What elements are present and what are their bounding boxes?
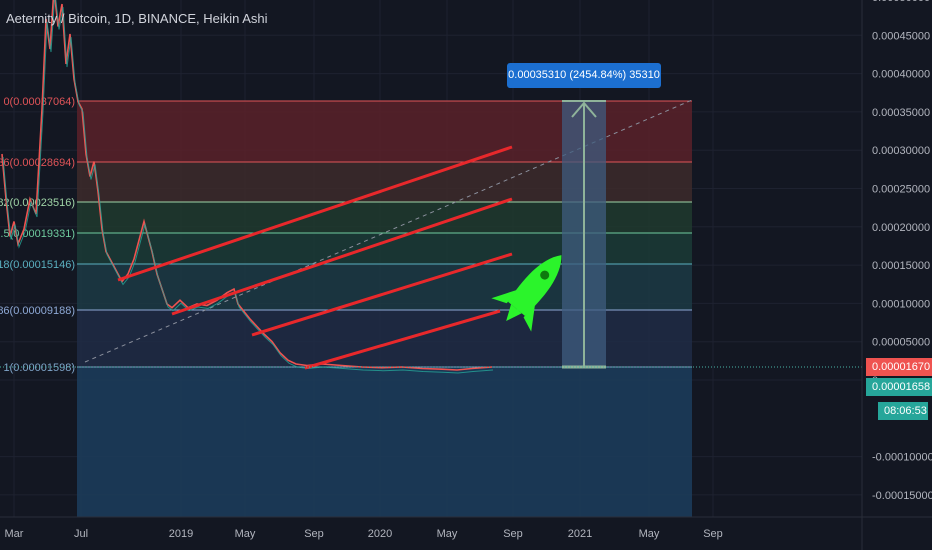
fib-level-label: 1(0.00001598) xyxy=(3,362,75,374)
y-tick-label: 0.00030000 xyxy=(872,145,930,157)
trend-dashed-line xyxy=(84,99,693,363)
y-tick-label: 0.00020000 xyxy=(872,222,930,234)
rocket-icon xyxy=(491,255,562,332)
fib-level-label: .618(0.00015146) xyxy=(0,259,75,271)
x-tick-label: Mar xyxy=(5,528,24,540)
y-tick-label: 0.00035000 xyxy=(872,107,930,119)
y-tick-label: 0.00045000 xyxy=(872,30,930,42)
channel-line xyxy=(117,145,513,282)
rocket-flame xyxy=(506,304,522,322)
x-tick-label: 2019 xyxy=(169,528,193,540)
close-price-tag: 0.00001658 xyxy=(866,378,932,396)
x-tick-label: 2021 xyxy=(568,528,592,540)
x-tick-label: Sep xyxy=(703,528,723,540)
fib-level-label: 0.5(0.00019331) xyxy=(0,228,75,240)
x-tick-label: 2020 xyxy=(368,528,392,540)
fib-level-label: .786(0.00009188) xyxy=(0,305,75,317)
y-tick-label: -0.00010000 xyxy=(872,452,932,464)
rocket-fin-left xyxy=(491,289,519,304)
y-tick-label: 0.00040000 xyxy=(872,69,930,81)
y-tick-label: 0.00015000 xyxy=(872,260,930,272)
fib-level-label: .236(0.00028694) xyxy=(0,157,75,169)
x-tick-label: May xyxy=(437,528,458,540)
channel-line xyxy=(171,197,513,316)
x-tick-label: May xyxy=(639,528,660,540)
rocket-fin-right xyxy=(523,303,536,332)
measure-label: 0.00035310 (2454.84%) 35310 xyxy=(507,63,661,88)
y-tick-label: 0.00050000 xyxy=(872,0,930,4)
rocket-window xyxy=(540,270,550,280)
countdown-tag: 08:06:53 xyxy=(878,402,928,420)
channel-line xyxy=(251,252,513,337)
x-tick-label: Sep xyxy=(304,528,324,540)
fib-extension-zone xyxy=(77,367,692,517)
price-series-line-alt xyxy=(2,0,494,374)
x-tick-label: Jul xyxy=(74,528,88,540)
x-tick-label: Sep xyxy=(503,528,523,540)
fib-level-label: 0(0.00037064) xyxy=(3,96,75,108)
channel-line xyxy=(304,309,501,370)
y-tick-label: -0.00015000 xyxy=(872,490,932,502)
measure-arrow-head xyxy=(571,101,597,118)
last-price-tag: 0.00001670 xyxy=(866,358,932,376)
y-tick-label: 0.00005000 xyxy=(872,337,930,349)
y-tick-label: 0.00025000 xyxy=(872,184,930,196)
x-tick-label: May xyxy=(235,528,256,540)
y-tick-label: 0.00010000 xyxy=(872,298,930,310)
rocket-body xyxy=(508,255,562,316)
chart-title: Aeternity / Bitcoin, 1D, BINANCE, Heikin… xyxy=(6,11,268,26)
